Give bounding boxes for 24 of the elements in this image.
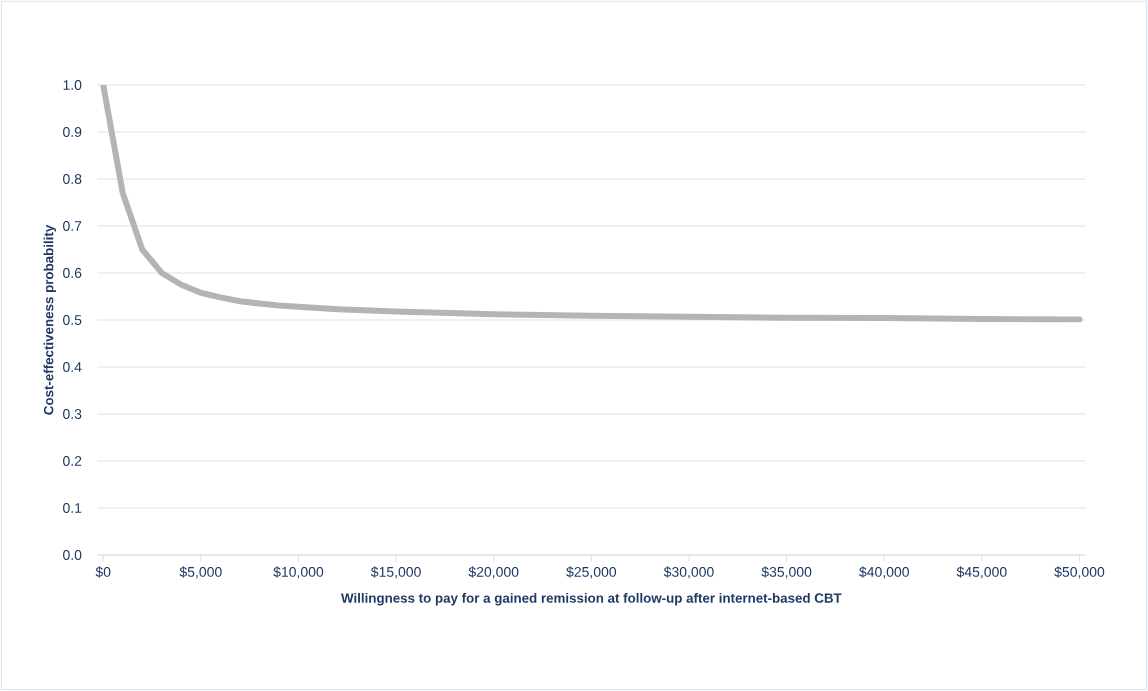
x-tick-label: $20,000	[468, 566, 519, 579]
x-tick-label: $35,000	[761, 566, 812, 579]
x-tick-label: $25,000	[566, 566, 617, 579]
y-axis-title: Cost-effectiveness probability	[43, 224, 57, 415]
x-tick-label: $40,000	[859, 566, 909, 579]
y-tick-label: 1.0	[63, 80, 82, 90]
y-tick-label: 0.1	[63, 503, 82, 513]
y-tick-label: 0.5	[63, 315, 82, 325]
y-tick-label: 0.4	[63, 362, 82, 372]
x-tick-label: $15,000	[370, 566, 421, 579]
y-tick-label: 0.0	[63, 550, 82, 560]
x-tick-label: $10,000	[273, 566, 324, 579]
x-tick-label: $5,000	[179, 566, 222, 579]
y-tick-label: 0.9	[63, 127, 82, 137]
x-tick-label: $45,000	[956, 566, 1007, 579]
y-tick-label: 0.7	[63, 221, 82, 231]
y-tick-label: 0.8	[63, 174, 82, 184]
x-tick-label: $50,000	[1054, 566, 1105, 579]
x-tick-label: $30,000	[663, 566, 714, 579]
y-tick-label: 0.6	[63, 268, 82, 278]
y-tick-label: 0.3	[63, 409, 82, 419]
x-axis-title: Willingness to pay for a gained remission at follow-up after internet-based CBT	[341, 593, 842, 606]
y-tick-label: 0.2	[63, 456, 82, 466]
x-tick-label: $0	[95, 566, 111, 578]
